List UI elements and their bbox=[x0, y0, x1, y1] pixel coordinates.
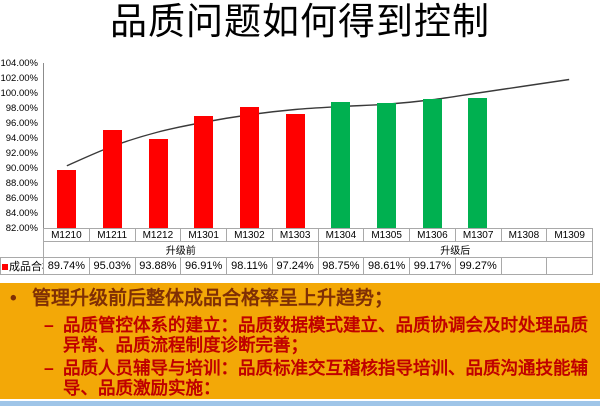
bottom-strip-blue bbox=[0, 401, 600, 406]
value-cell-M1304: 98.75% bbox=[317, 257, 365, 275]
category-cell-M1306: M1306 bbox=[409, 228, 456, 242]
y-tick-label: 86.00% bbox=[5, 193, 38, 204]
value-cell-M1305: 98.61% bbox=[363, 257, 410, 275]
value-cell-M1302: 98.11% bbox=[226, 257, 273, 275]
y-tick-label: 90.00% bbox=[5, 163, 38, 174]
bottom-strip-white bbox=[0, 399, 600, 401]
category-cell-M1304: M1304 bbox=[317, 228, 365, 242]
y-axis-line bbox=[43, 63, 44, 228]
note-bullet-1: • 管理升级前后整体成品合格率呈上升趋势； bbox=[10, 287, 598, 311]
value-cell-M1301: 96.91% bbox=[180, 257, 227, 275]
value-cell-M1309 bbox=[546, 257, 593, 275]
note-bullet-2: – 品质管控体系的建立：品质数据模式建立、品质协调会及时处理品质异常、品质流程制度… bbox=[44, 315, 598, 355]
category-cell-M1212: M1212 bbox=[134, 228, 182, 242]
table-spacer bbox=[1, 242, 44, 258]
bar-M1306 bbox=[422, 99, 442, 228]
category-cell-M1307: M1307 bbox=[454, 228, 502, 242]
plot-area bbox=[44, 63, 592, 228]
bullet-text: 管理升级前后整体成品合格率呈上升趋势； bbox=[32, 288, 394, 309]
bullet-marker: • bbox=[10, 288, 17, 309]
y-tick-label: 100.00% bbox=[0, 88, 38, 99]
series-legend: 成品合格率 bbox=[0, 257, 44, 275]
trend-line-layer bbox=[66, 78, 570, 167]
category-row: M1210 M1211 M1212 M1301 M1302 M1303 M1304 M1305… bbox=[1, 228, 593, 242]
slide-title: 品质问题如何得到控制 bbox=[110, 2, 490, 43]
value-cell-M1212: 93.88% bbox=[134, 257, 182, 275]
value-cell-M1211: 95.03% bbox=[88, 257, 136, 275]
legend-label: 成品合格率 bbox=[9, 261, 43, 273]
trend-line bbox=[66, 78, 570, 167]
category-cell-M1305: M1305 bbox=[363, 228, 410, 242]
value-cell-M1306: 99.17% bbox=[409, 257, 456, 275]
y-tick-label: 104.00% bbox=[0, 58, 38, 69]
y-tick-label: 98.00% bbox=[5, 103, 38, 114]
y-tick-label: 92.00% bbox=[5, 148, 38, 159]
value-cell-M1210: 89.74% bbox=[43, 257, 90, 275]
notes-box: • 管理升级前后整体成品合格率呈上升趋势； – 品质管控体系的建立：品质数据模式建立、… bbox=[0, 283, 600, 399]
bullet-marker: – bbox=[44, 315, 54, 335]
bullet-marker: – bbox=[44, 358, 54, 378]
category-cell-M1210: M1210 bbox=[43, 228, 90, 242]
category-cell-M1303: M1303 bbox=[271, 228, 319, 242]
bullet-text: 品质人员辅导与培训：品质标准交互稽核指导培训、品质沟通技能辅导、品质激励实施： bbox=[63, 358, 588, 398]
phase-row: 升级前 升级后 bbox=[1, 241, 593, 258]
bar-M1307 bbox=[468, 98, 488, 228]
bar-M1302 bbox=[240, 107, 259, 228]
category-cell-M1308: M1308 bbox=[500, 228, 548, 242]
category-cell-M1211: M1211 bbox=[88, 228, 136, 242]
legend-swatch-icon bbox=[2, 264, 8, 271]
value-row: 成品合格率89.74%95.03%93.88%96.91%98.11%97.24… bbox=[0, 257, 593, 275]
value-cell-M1308 bbox=[500, 257, 548, 275]
bar-M1212 bbox=[148, 138, 168, 228]
value-cell-M1307: 99.27% bbox=[454, 257, 502, 275]
category-cell-M1309: M1309 bbox=[546, 228, 593, 242]
phase-cell-1: 升级前 bbox=[43, 241, 319, 258]
y-tick-label: 102.00% bbox=[0, 73, 38, 84]
y-tick-label: 96.00% bbox=[5, 118, 38, 129]
y-tick-label: 82.00% bbox=[5, 223, 38, 234]
bullet-text: 品质管控体系的建立：品质数据模式建立、品质协调会及时处理品质异常、品质流程制度诊… bbox=[63, 315, 588, 355]
data-table: M1210 M1211 M1212 M1301 M1302 M1303 M1304 M1305… bbox=[0, 228, 593, 275]
y-tick-label: 94.00% bbox=[5, 133, 38, 144]
y-tick-label: 88.00% bbox=[5, 178, 38, 189]
bar-M1210 bbox=[57, 169, 77, 228]
bar-M1304 bbox=[331, 102, 351, 228]
y-tick-label: 84.00% bbox=[5, 208, 38, 219]
bar-M1305 bbox=[377, 103, 396, 228]
value-cell-M1303: 97.24% bbox=[271, 257, 319, 275]
category-cell-M1301: M1301 bbox=[180, 228, 227, 242]
category-cell-M1302: M1302 bbox=[226, 228, 273, 242]
bar-M1303 bbox=[285, 113, 305, 228]
bar-M1301 bbox=[194, 116, 214, 228]
phase-cell-2: 升级后 bbox=[317, 241, 593, 258]
table-spacer bbox=[1, 229, 44, 242]
bar-M1211 bbox=[103, 130, 122, 228]
note-bullet-3: – 品质人员辅导与培训：品质标准交互稽核指导培训、品质沟通技能辅导、品质激励实施： bbox=[44, 358, 598, 398]
data-table-body: M1210 M1211 M1212 M1301 M1302 M1303 M1304 M1305… bbox=[0, 228, 593, 275]
